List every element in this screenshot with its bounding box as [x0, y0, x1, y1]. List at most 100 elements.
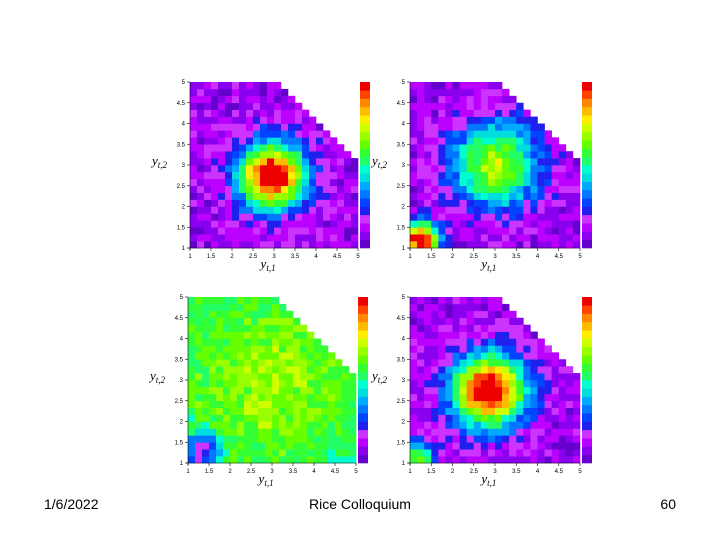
heatmap-cell — [230, 303, 238, 312]
heatmap-cell — [452, 393, 460, 402]
heatmap-cell — [438, 206, 446, 214]
heatmap-cell — [246, 144, 254, 152]
heatmap-cell — [197, 227, 205, 235]
heatmap-cell — [349, 407, 357, 415]
heatmap-cell — [480, 345, 489, 353]
heatmap-cell — [410, 303, 418, 312]
heatmap-cell — [495, 82, 503, 90]
heatmap-cell — [509, 338, 517, 346]
heatmap-cell — [202, 421, 210, 429]
heatmap-cell — [239, 158, 247, 166]
heatmap-cell — [237, 449, 245, 457]
heatmap-cell — [211, 234, 219, 242]
heatmap-cell — [295, 102, 303, 110]
heatmap-cell — [288, 151, 296, 159]
heatmap-cell — [244, 449, 252, 457]
heatmap-cell — [281, 137, 289, 145]
colorbar-segment — [582, 454, 592, 464]
x-tick-label: 2 — [230, 254, 234, 260]
heatmap-cell — [323, 178, 331, 187]
heatmap-cell — [424, 95, 432, 104]
y-tick-label: 5 — [402, 295, 406, 301]
heatmap-cell — [267, 220, 275, 228]
colorbar-segment — [358, 429, 368, 439]
heatmap-cell — [286, 317, 294, 325]
heatmap-cell — [258, 400, 266, 408]
heatmap-cell — [544, 130, 552, 138]
heatmap-cell — [237, 366, 245, 374]
heatmap-cell — [558, 400, 567, 408]
heatmap-cell — [265, 366, 273, 374]
heatmap-cell — [295, 206, 303, 214]
heatmap-cell — [272, 345, 280, 353]
heatmap-cell — [502, 116, 510, 124]
heatmap-cell — [516, 165, 524, 173]
heatmap-cell — [232, 102, 240, 110]
heatmap-cell — [211, 227, 219, 235]
heatmap-cell — [300, 414, 308, 422]
heatmap-cell — [551, 185, 560, 193]
colorbar-segment — [582, 198, 592, 207]
heatmap-cell — [445, 338, 453, 346]
heatmap-cell — [293, 442, 301, 450]
heatmap-cell — [466, 414, 475, 422]
heatmap-cell — [509, 456, 517, 464]
heatmap-cell — [230, 421, 238, 429]
heatmap-cell — [239, 130, 247, 138]
heatmap-cell — [293, 373, 301, 381]
heatmap-cell — [237, 373, 245, 381]
colorbar-segment — [360, 173, 370, 182]
heatmap-cell — [274, 234, 282, 242]
heatmap-cell — [232, 206, 240, 214]
heatmap-cell — [279, 303, 287, 312]
heatmap-cell — [286, 414, 294, 422]
x-tick-label: 4.5 — [333, 254, 342, 260]
heatmap-cell — [480, 303, 489, 312]
heatmap-cell — [223, 407, 231, 415]
heatmap-cell — [251, 435, 259, 443]
heatmap-cell — [487, 185, 496, 193]
heatmap-cell — [321, 400, 329, 408]
heatmap-cell — [495, 380, 503, 388]
heatmap-cell — [487, 213, 496, 221]
heatmap-cell — [445, 442, 453, 450]
heatmap-cell — [216, 352, 224, 360]
heatmap-cell — [237, 456, 245, 464]
heatmap-cell — [466, 185, 475, 193]
heatmap-cell — [274, 151, 282, 159]
heatmap-cell — [410, 324, 418, 332]
y-tick-label: 1 — [182, 246, 186, 252]
heatmap-cell — [223, 414, 231, 422]
heatmap-cell — [230, 310, 238, 319]
x-tick-label: 4.5 — [331, 469, 340, 475]
heatmap-cell — [431, 352, 439, 360]
heatmap-cell — [204, 137, 212, 145]
heatmap-cell — [323, 185, 331, 193]
heatmap-cell — [202, 359, 210, 367]
heatmap-cell — [295, 116, 303, 124]
heatmap-cell — [530, 185, 538, 193]
heatmap-cell — [495, 199, 503, 207]
heatmap-cell — [330, 199, 338, 207]
heatmap-cell — [502, 338, 510, 346]
heatmap-cell — [253, 102, 261, 110]
heatmap-cell — [272, 352, 280, 360]
heatmap-cell — [232, 95, 240, 104]
heatmap-cell — [279, 435, 287, 443]
heatmap-cell — [509, 373, 517, 381]
heatmap-cell — [188, 456, 196, 464]
colorbar-segment — [582, 173, 592, 182]
heatmap-cell — [351, 213, 359, 221]
heatmap-cell — [558, 407, 567, 415]
heatmap-cell — [516, 386, 524, 395]
heatmap-cell — [302, 199, 310, 207]
heatmap-cell — [302, 185, 310, 193]
heatmap-cell — [502, 373, 510, 381]
heatmap-cell — [509, 366, 517, 374]
heatmap-cell — [572, 234, 581, 242]
heatmap-cell — [253, 213, 261, 221]
colorbar-segment — [358, 421, 368, 431]
heatmap-cell — [509, 137, 517, 145]
colorbar-segment — [360, 82, 370, 91]
heatmap-cell — [209, 310, 217, 319]
